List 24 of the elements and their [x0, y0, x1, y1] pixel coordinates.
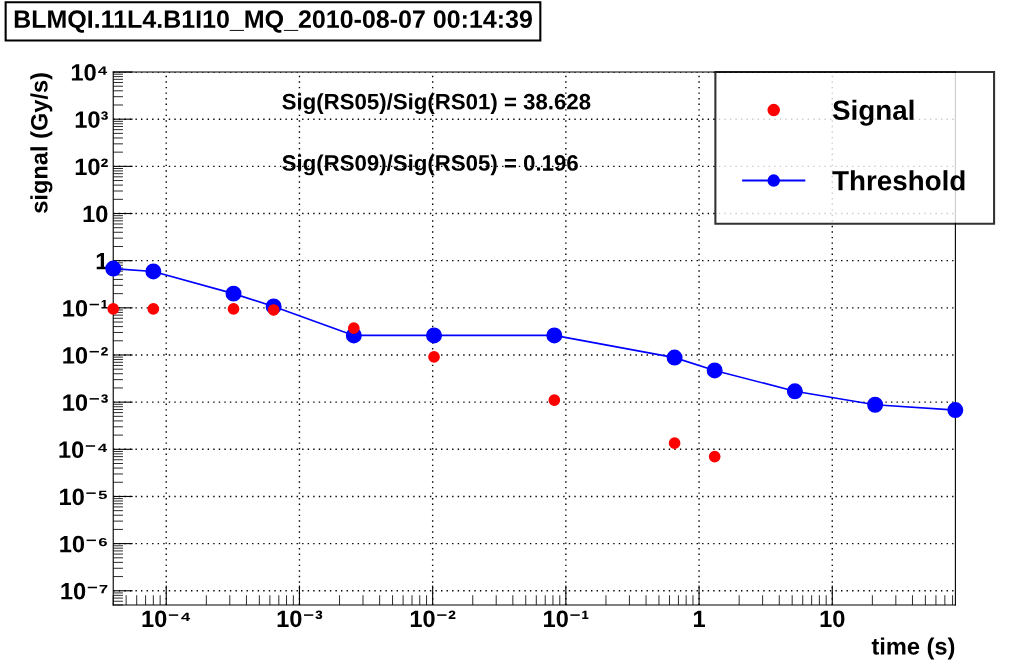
x-tick-label: 10	[820, 610, 845, 628]
y-tick-label: 10⁻⁶	[60, 535, 107, 553]
y-tick-label: 10⁻⁴	[59, 441, 108, 459]
y-tick-label: 10²	[75, 158, 108, 176]
y-tick-label: 10⁻¹	[63, 299, 108, 317]
y-tick-label: 10	[83, 205, 108, 223]
x-axis-title: time (s)	[871, 637, 955, 660]
y-tick-label: 10⁻²	[63, 347, 108, 364]
legend-label: Signal	[832, 99, 914, 126]
annotation: Sig(RS05)/Sig(RS01) = 38.628	[282, 93, 591, 115]
y-tick-label: 10⁻³	[63, 394, 108, 411]
annotation: Sig(RS09)/Sig(RS05) = 0.196	[282, 154, 578, 176]
x-tick-label: 10⁻²	[410, 610, 456, 628]
x-tick-label: 10⁻¹	[544, 610, 589, 628]
x-tick-label: 1	[693, 610, 705, 627]
chart-title: BLMQI.11L4.B1I10_MQ_2010-08-07 00:14:39	[14, 10, 532, 33]
y-tick-label: 10⁻⁵	[60, 488, 107, 506]
y-tick-label: 10³	[75, 111, 108, 128]
x-tick-label: 10⁻³	[277, 610, 323, 628]
legend-label: Threshold	[832, 170, 965, 191]
y-axis-title: signal (Gy/s)	[30, 73, 53, 213]
y-tick-label: 10⁻⁷	[61, 582, 108, 600]
y-tick-label: 10⁴	[71, 64, 108, 81]
x-tick-label: 10⁻⁴	[142, 610, 191, 628]
